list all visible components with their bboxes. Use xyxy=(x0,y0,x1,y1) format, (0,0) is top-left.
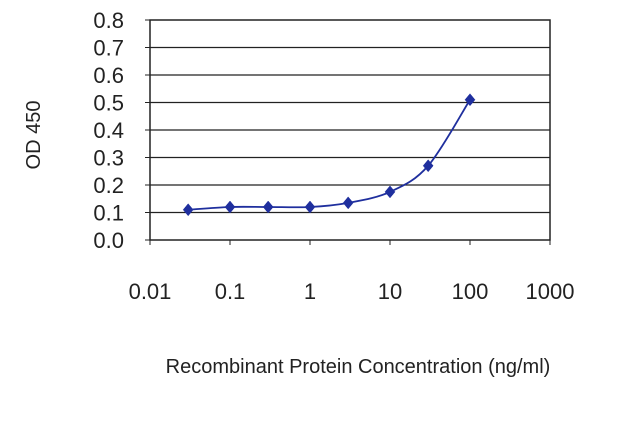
x-tick-label: 0.01 xyxy=(129,279,172,304)
y-tick-label: 0.4 xyxy=(93,118,124,143)
x-tick-label: 1000 xyxy=(526,279,575,304)
series-layer xyxy=(182,93,476,217)
data-point xyxy=(224,200,236,214)
data-point xyxy=(304,200,316,214)
y-tick-label: 0.8 xyxy=(93,8,124,33)
x-axis-label: Recombinant Protein Concentration (ng/ml… xyxy=(166,356,551,378)
y-tick-label: 0.0 xyxy=(93,228,124,253)
y-axis-ticks: 0.00.1 0.20.3 0.40.5 0.60.7 0.8 xyxy=(93,8,150,253)
series-line xyxy=(188,99,471,211)
x-tick-label: 100 xyxy=(452,279,489,304)
x-tick-label: 10 xyxy=(378,279,402,304)
data-point xyxy=(262,200,274,214)
y-tick-label: 0.2 xyxy=(93,173,124,198)
x-axis-ticks: 0.01 0.1 1 10 100 1000 xyxy=(129,240,575,304)
y-axis-label: OD 450 xyxy=(23,101,45,170)
y-tick-label: 0.5 xyxy=(93,91,124,116)
y-tick-label: 0.7 xyxy=(93,36,124,61)
x-tick-label: 0.1 xyxy=(215,279,246,304)
y-tick-label: 0.3 xyxy=(93,146,124,171)
y-tick-label: 0.1 xyxy=(93,201,124,226)
data-point xyxy=(384,185,396,199)
data-point xyxy=(342,196,354,210)
data-point xyxy=(464,93,476,107)
data-point xyxy=(422,159,434,173)
data-point xyxy=(182,203,194,217)
y-tick-label: 0.6 xyxy=(93,63,124,88)
x-tick-label: 1 xyxy=(304,279,316,304)
grid-lines xyxy=(150,46,550,214)
